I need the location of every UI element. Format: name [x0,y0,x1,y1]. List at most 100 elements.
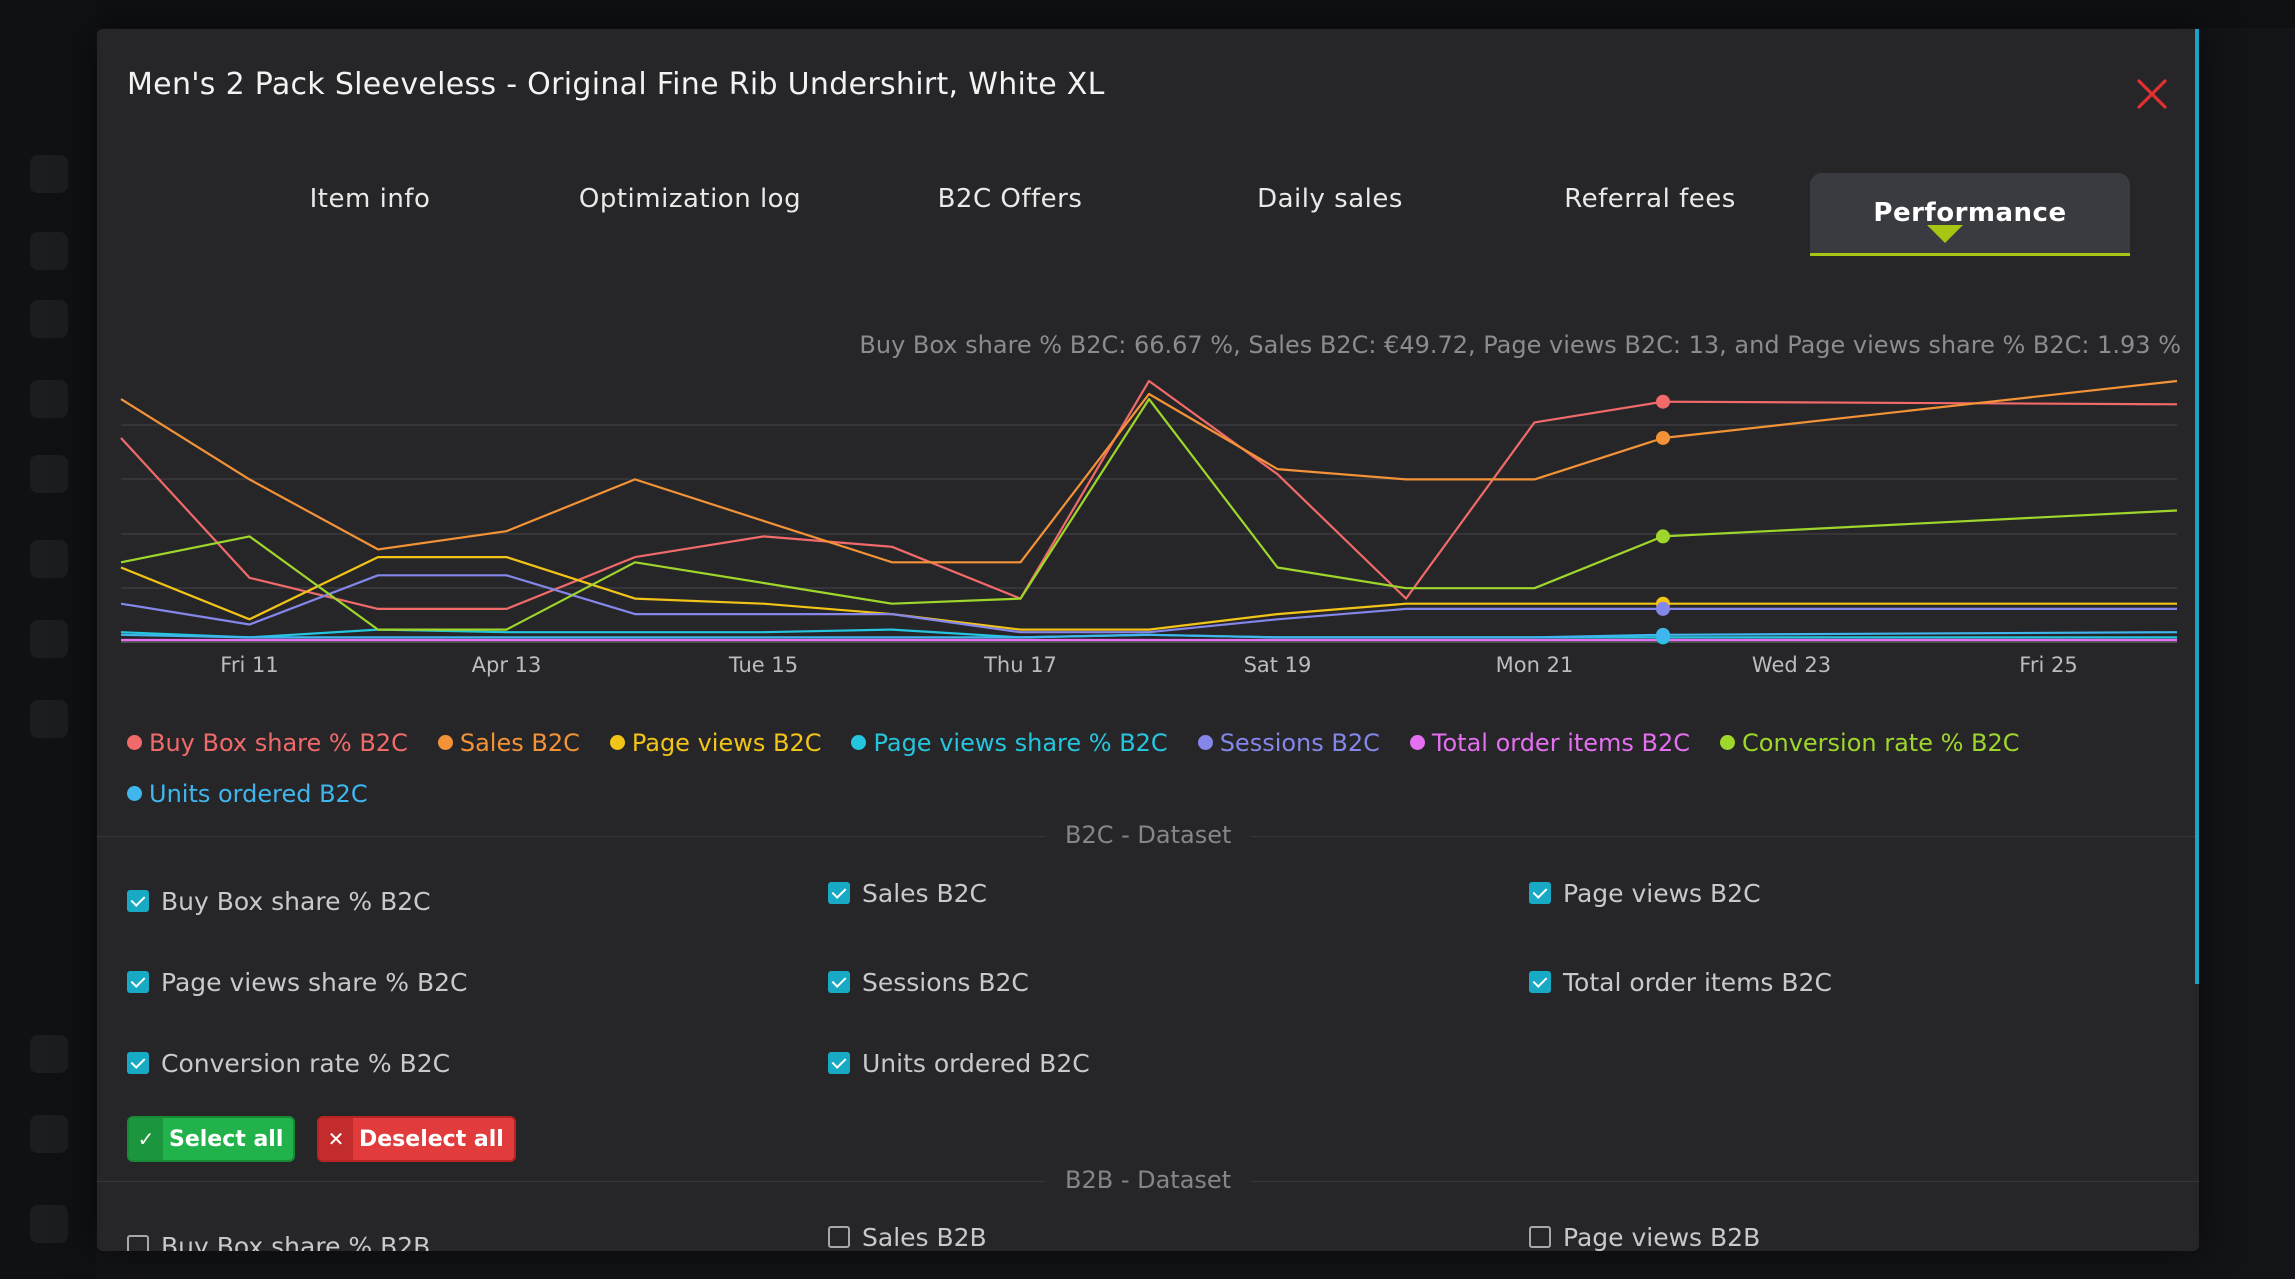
checkbox-conversion-rate-b2c[interactable]: Conversion rate % B2C [127,1049,450,1078]
backdrop-sidebar [0,0,96,1279]
legend-row: Units ordered B2C [127,780,398,808]
performance-chart[interactable]: Fri 11 Apr 13 Tue 15 Thu 17 Sat 19 Mon 21 Wed … [97,359,2199,689]
backdrop-box-icon [30,700,68,738]
b2b-section-label: B2B - Dataset [1045,1166,1252,1194]
performance-modal: Men's 2 Pack Sleeveless - Original Fine … [97,29,2199,1251]
series-line-1[interactable] [120,379,2178,564]
series-marker-7[interactable] [1656,627,1670,642]
checkbox-label: Page views B2C [1563,879,1761,908]
legend-dot-icon [127,734,142,750]
scrollbar-accent[interactable] [2195,29,2199,984]
series-marker-1[interactable] [1656,430,1670,445]
legend-item-4[interactable]: Sessions B2C [1197,729,1380,757]
checkbox-box[interactable] [1529,1226,1551,1248]
backdrop-alert-icon [30,380,68,418]
series-line-4[interactable] [120,574,2177,634]
select-all-button[interactable]: ✓ Select all [127,1116,296,1162]
backdrop-help-icon [30,1115,68,1153]
checkbox-page-views-b2b[interactable]: Page views B2B [1529,1223,1760,1251]
backdrop-settings-icon [30,1035,68,1073]
legend-item-2[interactable]: Page views B2C [609,729,821,757]
legend-label: Conversion rate % B2C [1742,729,2020,757]
backdrop-dashboard-icon [30,300,68,338]
legend-item-0[interactable]: Buy Box share % B2C [127,729,408,757]
active-tab-pointer [1927,225,1963,243]
backdrop-home-icon [30,155,68,193]
checkbox-label: Buy Box share % B2B [161,1232,431,1251]
tab-item-info[interactable]: Item info [309,184,431,214]
chart-summary: Buy Box share % B2C: 66.67 %, Sales B2C:… [859,331,2181,359]
legend-item-7[interactable]: Units ordered B2C [127,780,368,808]
chart-x-ticks: Fri 11 Apr 13 Tue 15 Thu 17 Sat 19 Mon 21 Wed … [220,653,2077,677]
checkbox-label: Buy Box share % B2C [161,887,431,916]
legend-dot-icon [1409,734,1425,750]
close-icon [2137,79,2167,109]
tab-daily-sales[interactable]: Daily sales [1257,184,1403,214]
checkbox-box[interactable] [828,1226,850,1248]
tab-optimization-log[interactable]: Optimization log [578,184,802,214]
tab-performance[interactable]: Performance [1810,173,2130,256]
checkbox-box[interactable] [1529,971,1551,993]
checkbox-page-views-b2c[interactable]: Page views B2C [1529,879,1761,908]
checkbox-label: Sessions B2C [862,968,1029,997]
checkbox-box[interactable] [127,971,149,993]
checkbox-sales-b2b[interactable]: Sales B2B [828,1223,987,1251]
legend-item-5[interactable]: Total order items B2C [1409,729,1691,757]
series-marker-0[interactable] [1656,394,1670,409]
checkbox-label: Total order items B2C [1563,968,1832,997]
x-tick-label: Wed 23 [1752,653,1831,677]
checkbox-box[interactable] [127,890,149,912]
legend-dot-icon [437,734,453,750]
tab-referral-fees[interactable]: Referral fees [1564,184,1736,214]
checkbox-label: Page views share % B2C [161,968,468,997]
x-tick-label: Mon 21 [1496,653,1574,677]
checkbox-box[interactable] [127,1052,149,1074]
series-marker-6[interactable] [1656,529,1670,544]
series-line-7[interactable] [120,631,2178,639]
deselect-all-label: Deselect all [359,1126,504,1152]
x-icon: ✕ [319,1118,353,1160]
checkbox-sales-b2c[interactable]: Sales B2C [828,879,987,908]
x-tick-label: Apr 13 [472,653,542,677]
x-tick-label: Fri 25 [2019,653,2077,677]
legend-label: Total order items B2C [1431,729,1691,757]
checkbox-box[interactable] [828,971,850,993]
checkbox-buy-box-share-b2c[interactable]: Buy Box share % B2C [127,887,431,916]
series-line-6[interactable] [120,397,2178,631]
checkbox-box[interactable] [828,1052,850,1074]
checkbox-total-order-items-b2c[interactable]: Total order items B2C [1529,968,1832,997]
legend-item-1[interactable]: Sales B2C [437,729,580,757]
legend-item-6[interactable]: Conversion rate % B2C [1720,729,2020,757]
chart-grid [121,424,2177,643]
series-line-2[interactable] [120,556,2177,631]
legend-dot-icon [127,785,142,801]
backdrop-network-icon [30,455,68,493]
modal-title: Men's 2 Pack Sleeveless - Original Fine … [127,67,1105,102]
checkbox-sessions-b2c[interactable]: Sessions B2C [828,968,1029,997]
series-marker-4[interactable] [1656,601,1670,616]
x-tick-label: Sat 19 [1244,653,1312,677]
backdrop-flag-icon [30,232,68,270]
x-tick-label: Tue 15 [728,653,798,677]
checkbox-buy-box-share-b2b[interactable]: Buy Box share % B2B [127,1232,430,1251]
checkbox-page-views-share-b2c[interactable]: Page views share % B2C [127,968,467,997]
deselect-all-button[interactable]: ✕ Deselect all [317,1116,516,1162]
checkbox-box[interactable] [1529,882,1551,904]
select-all-label: Select all [169,1126,284,1152]
legend-label: Page views share % B2C [873,729,1168,757]
tab-b2c-offers[interactable]: B2C Offers [937,184,1083,214]
checkbox-box[interactable] [127,1235,149,1251]
x-tick-label: Thu 17 [983,653,1057,677]
b2c-section-label: B2C - Dataset [1045,821,1252,849]
checkbox-label: Units ordered B2C [862,1049,1090,1078]
check-icon: ✓ [129,1118,163,1160]
legend-dot-icon [1197,734,1213,750]
checkbox-box[interactable] [828,882,850,904]
legend-item-3[interactable]: Page views share % B2C [851,729,1168,757]
checkbox-label: Conversion rate % B2C [161,1049,451,1078]
series-line-0[interactable] [120,379,2178,610]
checkbox-units-ordered-b2c[interactable]: Units ordered B2C [828,1049,1090,1078]
backdrop-user-icon [30,1205,68,1243]
checkbox-label: Sales B2B [862,1223,987,1251]
close-button[interactable] [2127,69,2177,119]
